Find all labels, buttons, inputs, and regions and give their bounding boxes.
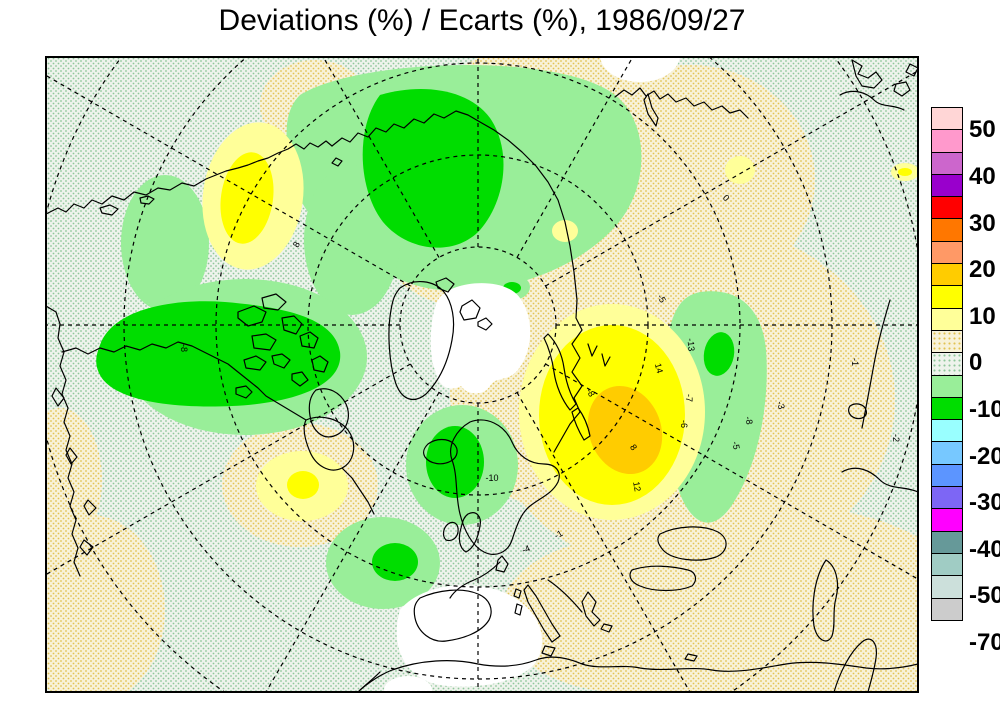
coast-caspian: [812, 559, 839, 642]
coast-na-arctic: [61, 341, 307, 421]
colorbar-tick-label: 40: [969, 162, 996, 190]
colorbar-cell: [931, 552, 963, 577]
coast-hudson-bay: [303, 416, 375, 515]
contour-label: 12: [631, 481, 643, 493]
coast-alaska-islands: [99, 157, 343, 216]
colorbar-tick-label: 30: [969, 209, 996, 237]
coast-north-africa: [359, 656, 918, 691]
colorbar-cell: [931, 285, 963, 309]
colorbar-cell: [931, 329, 963, 354]
colorbar-cell: [931, 151, 963, 175]
colorbar-cell: [931, 419, 963, 443]
colorbar-cell: [931, 508, 963, 532]
colorbar-cell: [931, 396, 963, 421]
coast-adriatic-greece: [547, 579, 613, 633]
contour-label: 0: [721, 193, 732, 204]
coast-ob-gulfs: [587, 343, 611, 367]
coast-arctic-archipelago: [235, 293, 329, 399]
coast-iberia: [413, 589, 492, 642]
colorbar-cell: [931, 263, 963, 287]
contour-label: -4: [520, 543, 531, 555]
coast-iceland: [422, 438, 458, 465]
colorbar-tick-label: 50: [969, 116, 996, 144]
colorbar-cell: [931, 441, 963, 465]
colorbar-tick-label: 10: [969, 302, 996, 330]
coast-caspian-north: [841, 299, 918, 493]
colorbar-cell: [931, 107, 963, 131]
coast-siberia-arctic: [331, 110, 583, 453]
coast-uk-ireland: [442, 512, 481, 553]
colorbar-cell: [931, 374, 963, 398]
colorbar-cell: [931, 597, 963, 621]
colorbar-cell: [931, 463, 963, 488]
contour-label: -5: [655, 293, 668, 305]
contour-label: -1: [850, 358, 860, 366]
colorbar-cell: [931, 307, 963, 331]
coast-scandinavia: [450, 419, 560, 573]
contour-label: -6: [679, 420, 689, 428]
coast-italy: [513, 584, 561, 657]
map-frame: [45, 56, 919, 693]
coast-baffin: [308, 388, 349, 438]
contour-value-labels: 8-814-138-8 -7-6-5-812-10-1-2-3-4-10-5: [179, 193, 901, 556]
coast-france-channel: [449, 561, 501, 599]
contour-label: -8: [584, 387, 597, 399]
contour-label: -8: [179, 344, 189, 352]
contour-label: -2: [891, 434, 901, 442]
coast-turkey: [629, 565, 698, 662]
coast-arabia-gulf: [833, 638, 877, 692]
contour-label: -10: [485, 473, 498, 483]
contour-label: 8: [628, 442, 639, 452]
colorbar: [931, 107, 963, 621]
coast-na-west-islands: [51, 387, 97, 556]
coast-greenland: [388, 277, 455, 401]
coast-okhotsk-kamchatka: [614, 87, 749, 127]
colorbar-tick-label: 20: [969, 256, 996, 284]
coast-novaya-zemlya: [543, 333, 591, 441]
contour-label: 14: [653, 362, 665, 374]
colorbar-cell: [931, 240, 963, 265]
contour-label: -13: [685, 338, 696, 352]
coast-black-sea: [657, 526, 727, 561]
coast-na-west: [46, 305, 81, 577]
colorbar-cell: [931, 352, 963, 376]
colorbar-cell: [931, 530, 963, 554]
positive-anomaly-regions: [202, 122, 918, 521]
negative-anomaly-regions: [96, 64, 767, 609]
contour-label: -7: [684, 394, 694, 402]
colorbar-cell: [931, 173, 963, 198]
colorbar-cell: [931, 486, 963, 510]
contour-label: -8: [743, 416, 754, 426]
colorbar-tick-label: -30: [969, 489, 1000, 517]
colorbar-tick-label: -40: [969, 535, 1000, 563]
colorbar-tick-label: -70: [969, 628, 1000, 656]
colorbar-cell: [931, 218, 963, 242]
contour-label: -5: [730, 441, 741, 451]
colorbar-cell: [931, 129, 963, 153]
coastlines: [46, 59, 918, 692]
colorbar-cell: [931, 196, 963, 220]
colorbar-tick-label: -50: [969, 582, 1000, 610]
coast-alaska: [46, 140, 333, 215]
contour-label: 8: [291, 240, 302, 249]
coast-morocco: [357, 671, 381, 692]
contour-label: -1: [553, 528, 565, 541]
contour-label: -3: [775, 400, 787, 410]
colorbar-tick-label: -10: [969, 395, 1000, 423]
colorbar-tick-label: 0: [969, 349, 983, 377]
coast-svalbard: [459, 299, 493, 331]
coast-fareast-corner: [839, 59, 918, 111]
colorbar-cell: [931, 575, 963, 599]
plot-title: Deviations (%) / Ecarts (%), 1986/09/27: [218, 4, 746, 37]
colorbar-tick-label: -20: [969, 442, 1000, 470]
